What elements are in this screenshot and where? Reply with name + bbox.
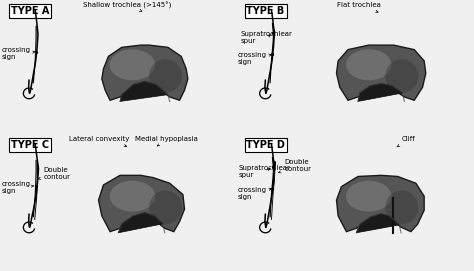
- PathPatch shape: [99, 175, 184, 232]
- Ellipse shape: [385, 59, 419, 93]
- Text: Flat trochlea: Flat trochlea: [337, 2, 381, 12]
- Text: crossing
sign: crossing sign: [1, 47, 35, 60]
- Text: Double
contour: Double contour: [38, 167, 70, 180]
- Ellipse shape: [149, 59, 182, 93]
- Ellipse shape: [109, 181, 155, 212]
- Text: Lateral convexity: Lateral convexity: [69, 137, 129, 147]
- Text: crossing
sign: crossing sign: [238, 187, 271, 200]
- Ellipse shape: [109, 49, 155, 80]
- PathPatch shape: [337, 175, 424, 232]
- Text: Supratrochlear
spur: Supratrochlear spur: [240, 31, 292, 44]
- Text: crossing
sign: crossing sign: [238, 52, 271, 65]
- PathPatch shape: [337, 45, 426, 100]
- Text: Shallow trochlea (>145°): Shallow trochlea (>145°): [83, 1, 172, 11]
- PathPatch shape: [120, 81, 168, 101]
- Text: Double
contour: Double contour: [279, 159, 311, 173]
- PathPatch shape: [356, 214, 399, 233]
- PathPatch shape: [102, 45, 188, 100]
- PathPatch shape: [118, 212, 163, 233]
- Ellipse shape: [346, 49, 392, 80]
- Text: TYPE A: TYPE A: [11, 6, 49, 16]
- Text: TYPE B: TYPE B: [246, 6, 285, 16]
- Text: crossing
sign: crossing sign: [1, 181, 34, 194]
- Ellipse shape: [385, 191, 419, 224]
- PathPatch shape: [358, 83, 402, 101]
- Text: Cliff: Cliff: [397, 137, 415, 147]
- Ellipse shape: [149, 191, 182, 224]
- Ellipse shape: [346, 181, 392, 212]
- Text: TYPE D: TYPE D: [246, 140, 285, 150]
- Text: TYPE C: TYPE C: [11, 140, 49, 150]
- Text: Supratrochlear
spur: Supratrochlear spur: [238, 164, 290, 178]
- Text: Medial hypoplasia: Medial hypoplasia: [136, 137, 198, 146]
